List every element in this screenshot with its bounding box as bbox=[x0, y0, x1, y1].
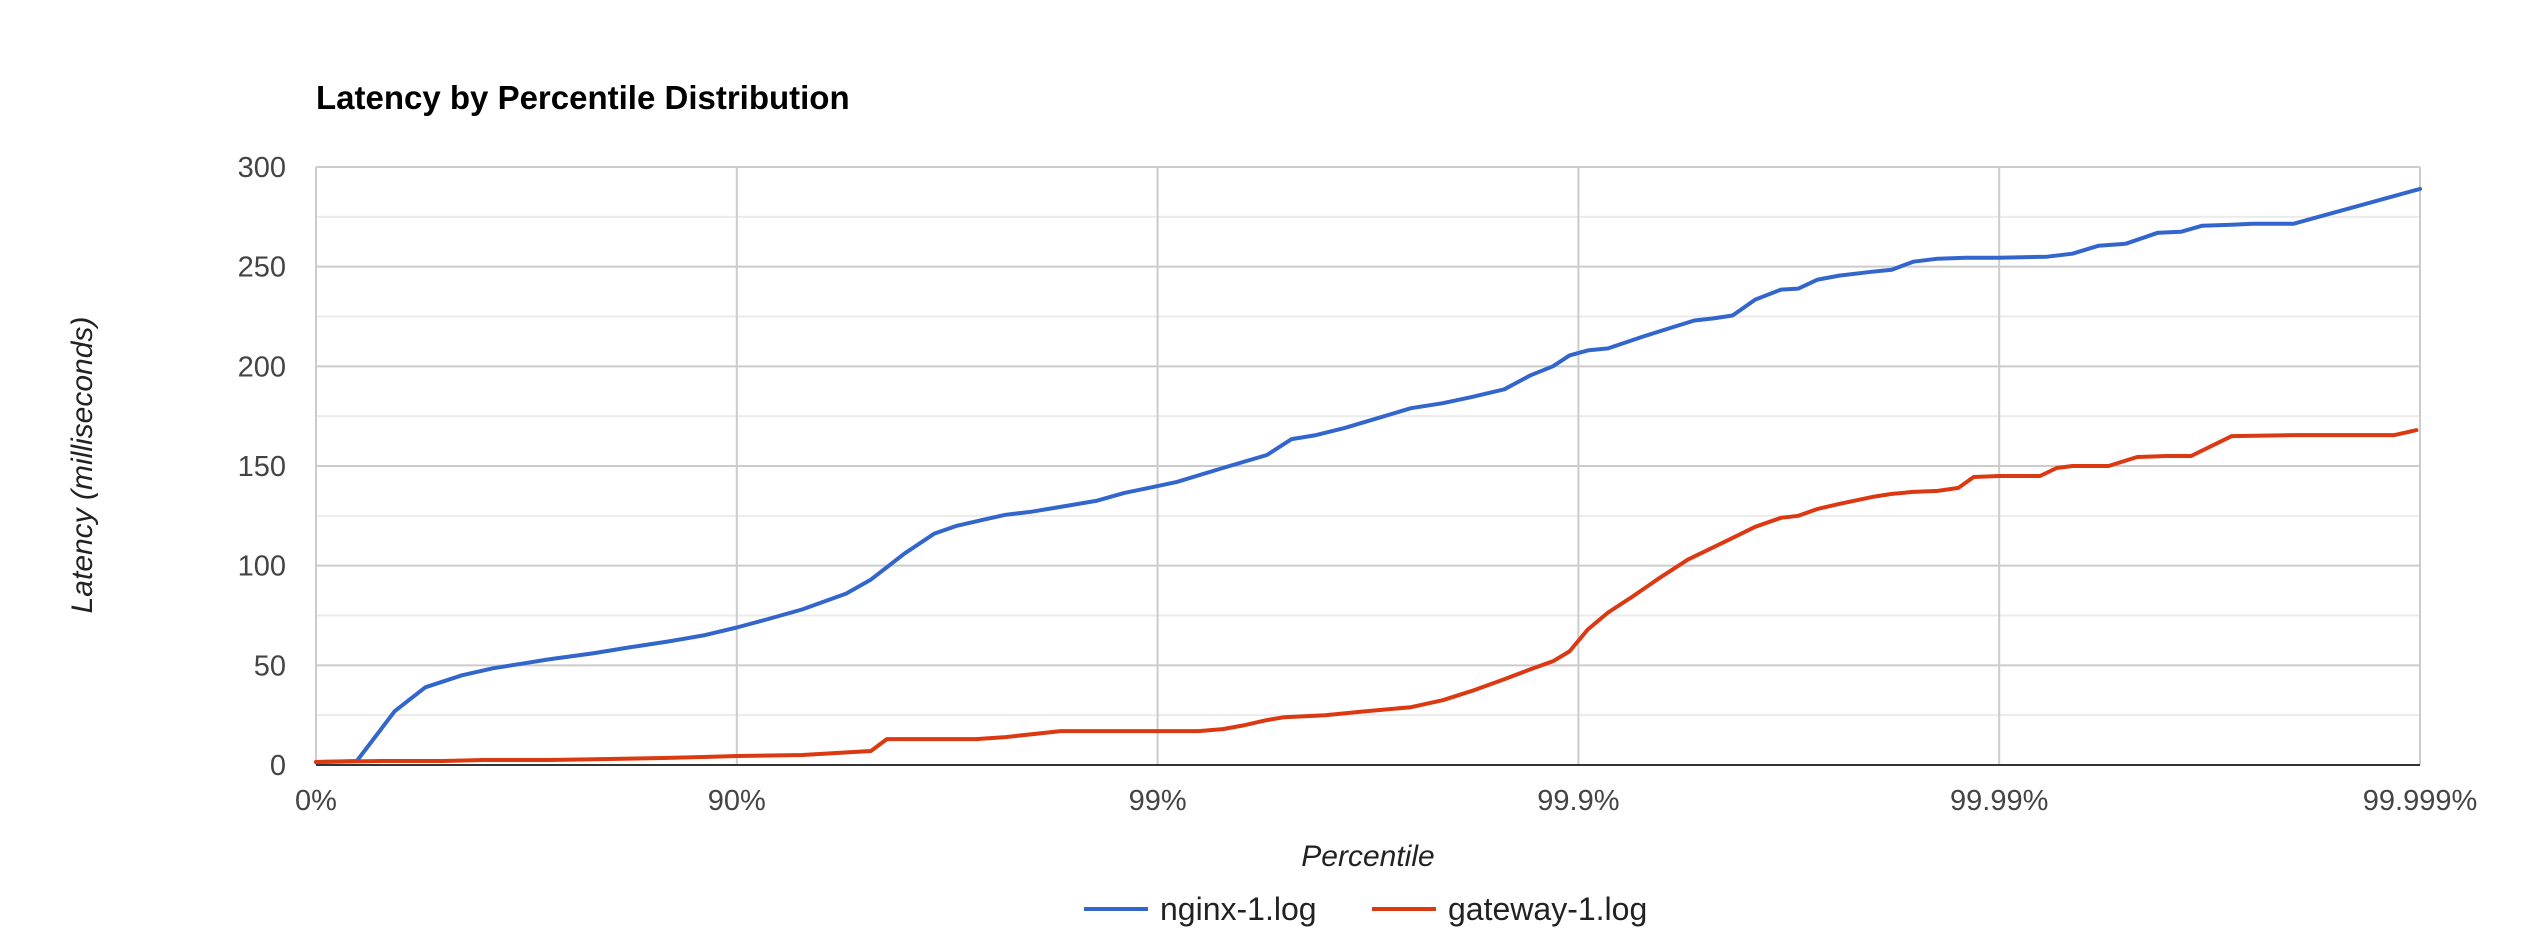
y-tick-label: 300 bbox=[238, 152, 286, 184]
y-axis-title: Latency (milliseconds) bbox=[66, 317, 99, 614]
y-tick-label: 0 bbox=[270, 750, 286, 782]
legend-item-nginx[interactable]: nginx-1.log bbox=[1084, 891, 1317, 927]
x-tick-label: 0% bbox=[295, 785, 337, 817]
y-tick-label: 250 bbox=[238, 252, 286, 284]
y-tick-label: 150 bbox=[238, 451, 286, 483]
x-tick-label: 99.999% bbox=[2363, 785, 2478, 817]
x-tick-label: 99.99% bbox=[1950, 785, 2048, 817]
y-tick-label: 50 bbox=[254, 650, 286, 682]
series-line-nginx bbox=[314, 186, 2422, 764]
x-tick-label: 90% bbox=[708, 785, 766, 817]
legend: nginx-1.log gateway-1.log bbox=[1084, 891, 1647, 927]
chart-title: Latency by Percentile Distribution bbox=[316, 79, 850, 116]
x-tick-label: 99.9% bbox=[1537, 785, 1619, 817]
series-line-gateway bbox=[314, 428, 2419, 764]
x-axis-title: Percentile bbox=[1301, 840, 1434, 873]
y-tick-label: 200 bbox=[238, 351, 286, 383]
axis-layer: 0 50 100 150 200 250 300 0% 90% 99% 99.9% 99.99% 99.… bbox=[238, 152, 2478, 817]
legend-item-gateway[interactable]: gateway-1.log bbox=[1372, 891, 1647, 927]
legend-label-gateway: gateway-1.log bbox=[1448, 891, 1647, 927]
grid-layer bbox=[315, 166, 2421, 765]
legend-label-nginx: nginx-1.log bbox=[1160, 891, 1317, 927]
series-layer bbox=[314, 186, 2422, 764]
y-tick-label: 100 bbox=[238, 551, 286, 583]
x-tick-label: 99% bbox=[1129, 785, 1187, 817]
